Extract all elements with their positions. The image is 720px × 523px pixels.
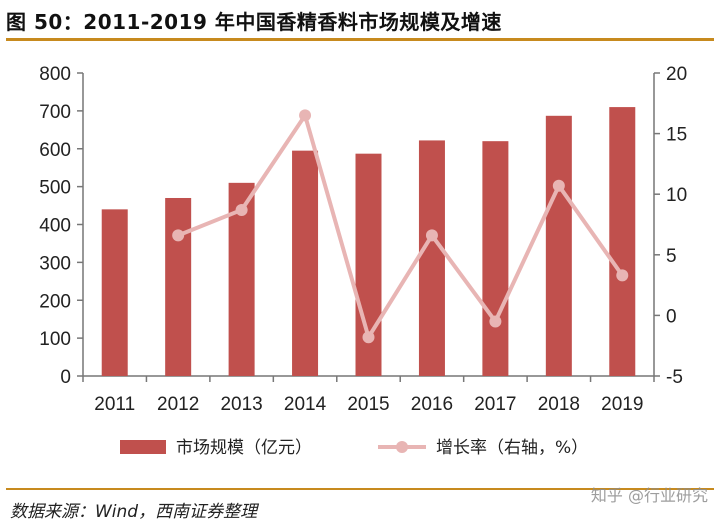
left-tick-label: 600 bbox=[39, 140, 71, 161]
x-tick-label: 2018 bbox=[538, 394, 580, 415]
left-tick-label: 0 bbox=[60, 367, 71, 388]
legend-line-label: 增长率（右轴，%） bbox=[436, 438, 588, 458]
legend-bar-label: 市场规模（亿元） bbox=[176, 438, 312, 458]
bar bbox=[545, 115, 572, 376]
bar bbox=[609, 107, 636, 377]
x-tick-label: 2016 bbox=[411, 394, 453, 415]
left-tick-label: 100 bbox=[39, 329, 71, 350]
legend-bar-swatch bbox=[120, 440, 166, 454]
x-tick-label: 2012 bbox=[157, 394, 199, 415]
growth-rate-point bbox=[489, 315, 502, 328]
growth-rate-point bbox=[299, 109, 312, 122]
bar bbox=[165, 197, 192, 376]
right-tick-label: 10 bbox=[666, 185, 687, 206]
right-tick-label: 20 bbox=[666, 64, 687, 85]
title-rule bbox=[6, 38, 714, 41]
right-tick-label: 15 bbox=[666, 125, 687, 146]
right-tick-label: -5 bbox=[666, 367, 683, 388]
left-tick-label: 500 bbox=[39, 178, 71, 199]
legend-line-marker bbox=[396, 441, 408, 453]
left-tick-label: 700 bbox=[39, 102, 71, 123]
x-tick-label: 2015 bbox=[347, 394, 389, 415]
bar bbox=[101, 209, 128, 376]
x-tick-label: 2011 bbox=[94, 394, 135, 415]
source-note: 数据来源：Wind，西南证券整理 bbox=[10, 502, 258, 522]
x-tick-label: 2014 bbox=[284, 394, 327, 415]
growth-rate-line bbox=[177, 113, 624, 340]
x-tick-label: 2017 bbox=[474, 394, 516, 415]
growth-rate-point bbox=[235, 203, 248, 216]
bar bbox=[292, 150, 319, 376]
chart-title: 图 50：2011-2019 年中国香精香料市场规模及增速 bbox=[6, 10, 502, 34]
left-tick-label: 800 bbox=[39, 64, 71, 85]
bar bbox=[418, 140, 445, 376]
bar bbox=[482, 141, 509, 376]
growth-rate-point bbox=[552, 179, 565, 192]
footer-rule bbox=[6, 488, 714, 490]
left-tick-label: 300 bbox=[39, 253, 71, 274]
left-tick-label: 200 bbox=[39, 291, 71, 312]
left-tick-label: 400 bbox=[39, 216, 71, 237]
growth-rate-point bbox=[172, 229, 185, 242]
x-tick-label: 2019 bbox=[601, 394, 643, 415]
right-tick-label: 0 bbox=[666, 306, 677, 327]
growth-rate-point bbox=[616, 269, 629, 282]
watermark: 知乎 @行业研究 bbox=[590, 486, 708, 505]
chart-area: 0 100 200 300 400 500 600 700 800 -5 0 5 10 15 20 2011 2… bbox=[39, 64, 687, 458]
growth-rate-point bbox=[425, 229, 438, 242]
growth-rate-point bbox=[362, 331, 375, 344]
x-tick-label: 2013 bbox=[220, 394, 262, 415]
right-tick-label: 5 bbox=[666, 246, 677, 267]
